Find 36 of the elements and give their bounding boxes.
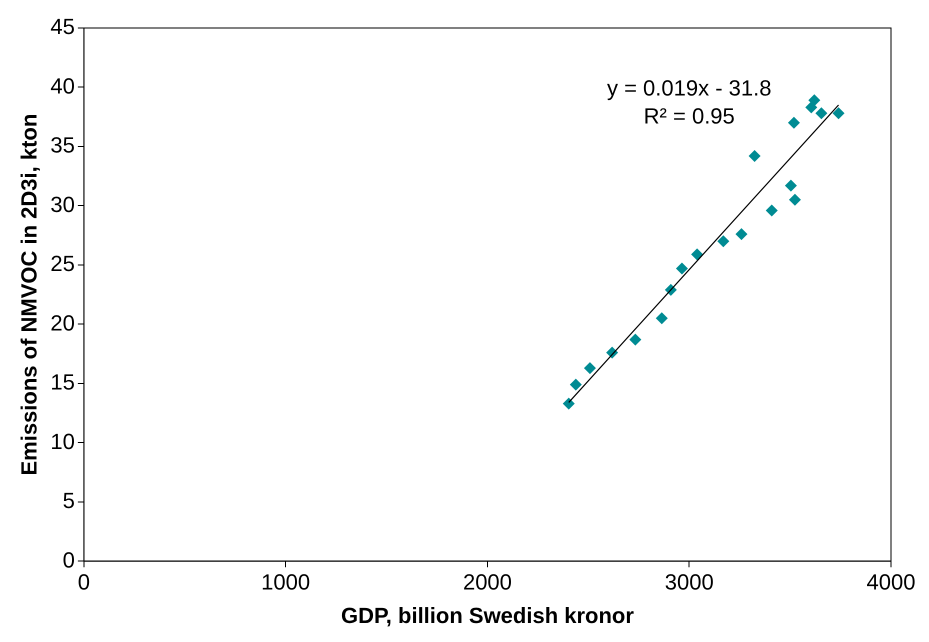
y-axis-title: Emissions of NMVOC in 2D3i, kton: [16, 114, 42, 476]
point: [562, 398, 575, 410]
point: [691, 248, 704, 260]
y-tick-label: 35: [50, 132, 75, 158]
y-tick-label: 25: [50, 251, 75, 276]
point: [788, 116, 800, 129]
point: [832, 107, 845, 120]
point: [629, 334, 642, 346]
point: [788, 194, 801, 206]
point: [584, 362, 596, 374]
y-tick-label: 30: [50, 192, 75, 217]
point: [570, 378, 582, 391]
point: [784, 180, 797, 192]
y-tick-label: 20: [50, 310, 75, 336]
point: [815, 107, 828, 120]
y-tick-label: 15: [50, 370, 75, 395]
annotation: R² = 0.95: [644, 103, 735, 128]
point: [808, 94, 820, 106]
point: [656, 312, 668, 324]
y-tick-label: 40: [50, 73, 75, 98]
annotation: y = 0.019x - 31.8: [606, 75, 772, 100]
y-tick-label: 10: [50, 428, 75, 454]
x-tick-label: 2000: [462, 569, 512, 594]
point: [735, 228, 748, 240]
point: [717, 235, 730, 248]
point: [766, 204, 778, 216]
point: [805, 101, 818, 114]
y-tick-label: 0: [62, 547, 75, 572]
y-tick-label: 5: [62, 488, 75, 514]
y-tick-label: 45: [50, 14, 75, 40]
point: [676, 262, 688, 275]
point: [748, 150, 761, 162]
x-tick-label: 1000: [261, 569, 310, 594]
x-axis-title: GDP, billion Swedish kronor: [340, 602, 634, 628]
x-tick-label: 4000: [866, 569, 916, 594]
x-tick-label: 3000: [664, 569, 714, 594]
